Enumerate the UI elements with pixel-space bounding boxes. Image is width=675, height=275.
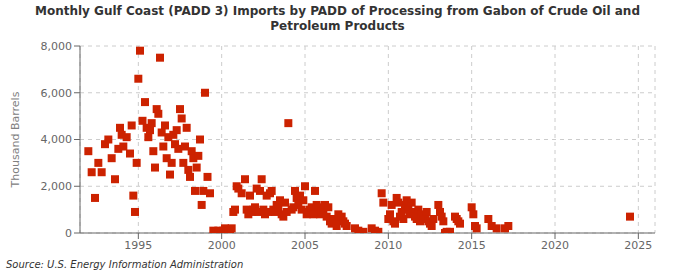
svg-text:2015: 2015 <box>458 239 486 252</box>
html-text:Source: U.S. Energy Informatio: Source: U.S. Energy Information Administ… <box>6 259 244 270</box>
html-text:Petroleum Products: Petroleum Products <box>270 19 405 33</box>
svg-text:4,000: 4,000 <box>41 133 73 146</box>
svg-text:2005: 2005 <box>291 239 319 252</box>
svg-text:Thousand Barrels: Thousand Barrels <box>9 91 22 188</box>
svg-text:0: 0 <box>65 227 72 240</box>
html-text:Monthly Gulf Coast (PADD 3) Im: Monthly Gulf Coast (PADD 3) Imports by P… <box>35 4 640 18</box>
svg-text:2010: 2010 <box>374 239 402 252</box>
svg-text:8,000: 8,000 <box>41 40 73 53</box>
svg-text:1995: 1995 <box>124 239 152 252</box>
svg-text:2000: 2000 <box>208 239 236 252</box>
svg-text:2025: 2025 <box>624 239 652 252</box>
svg-text:2,000: 2,000 <box>41 180 73 193</box>
svg-text:2020: 2020 <box>541 239 569 252</box>
svg-text:6,000: 6,000 <box>41 87 73 100</box>
